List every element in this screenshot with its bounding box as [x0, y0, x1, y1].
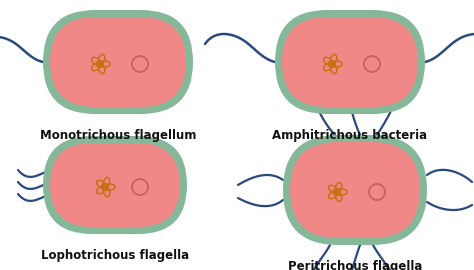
- FancyBboxPatch shape: [43, 136, 187, 234]
- Text: Peritrichous flagella: Peritrichous flagella: [288, 260, 422, 270]
- FancyBboxPatch shape: [282, 17, 418, 107]
- FancyBboxPatch shape: [275, 10, 425, 114]
- Text: Lophotrichous flagella: Lophotrichous flagella: [41, 249, 189, 262]
- FancyBboxPatch shape: [50, 17, 186, 107]
- FancyBboxPatch shape: [283, 135, 427, 245]
- FancyBboxPatch shape: [50, 143, 180, 227]
- FancyBboxPatch shape: [290, 142, 420, 238]
- Text: Monotrichous flagellum: Monotrichous flagellum: [40, 129, 196, 142]
- FancyBboxPatch shape: [43, 10, 193, 114]
- Text: Amphitrichous bacteria: Amphitrichous bacteria: [273, 129, 428, 142]
